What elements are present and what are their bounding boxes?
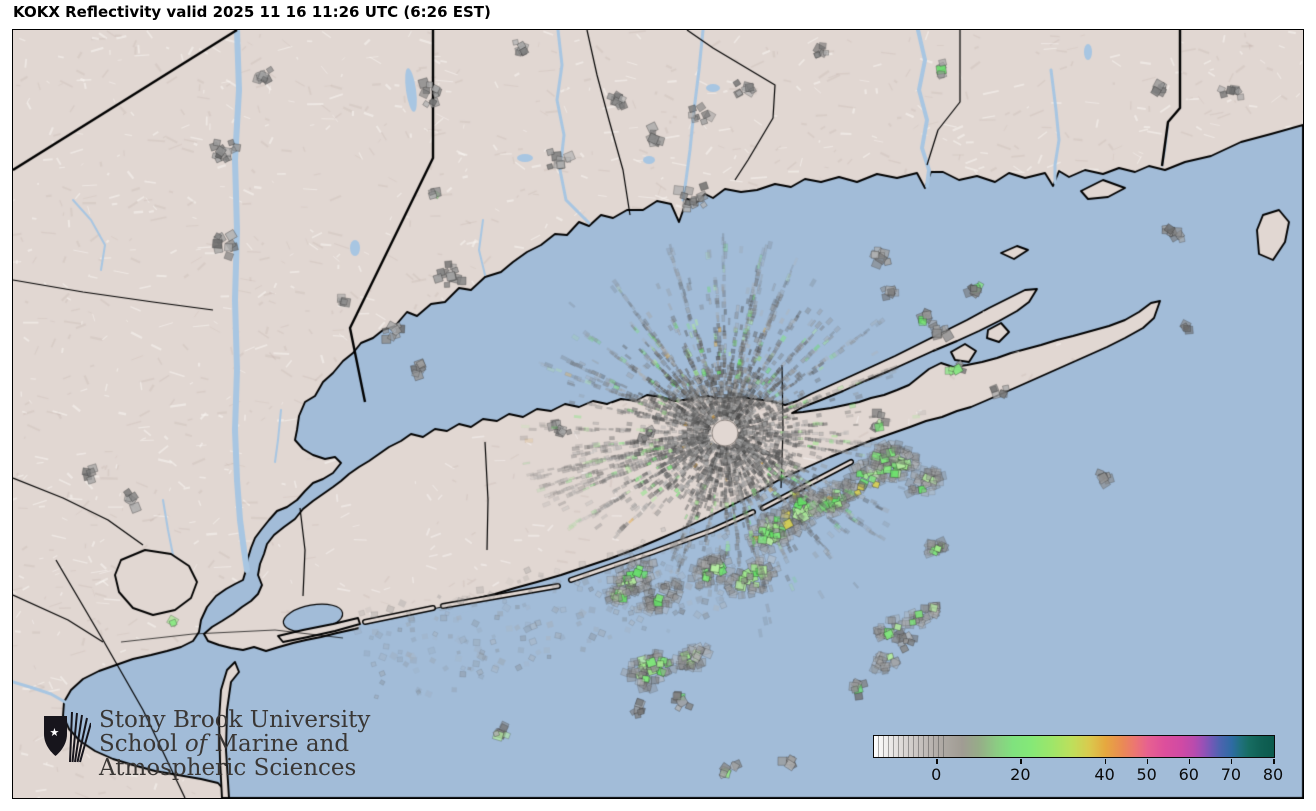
- attribution-line-2: School of Marine and: [99, 731, 350, 757]
- radar-map: 0 20 40 50 60 70 80 ★ Stony Brook University S…: [12, 29, 1304, 799]
- colorbar-tick: [1273, 759, 1275, 764]
- attribution-line-1: Stony Brook University: [99, 707, 371, 733]
- colorbar-tick: [1104, 759, 1107, 764]
- colorbar-tick: [1020, 759, 1022, 764]
- colorbar-tick: [1146, 759, 1149, 764]
- attribution-line-3: Atmospheric Sciences: [99, 755, 357, 781]
- colorbar-tick-label: 80: [1262, 765, 1284, 784]
- colorbar-tick: [936, 759, 938, 764]
- svg-text:★: ★: [50, 726, 60, 739]
- page-title: KOKX Reflectivity valid 2025 11 16 11:26…: [13, 3, 491, 21]
- colorbar-tick-label: 40: [1094, 765, 1115, 784]
- colorbar-tick: [1230, 759, 1233, 764]
- reflectivity-colorbar: 0 20 40 50 60 70 80: [873, 735, 1283, 795]
- attribution-text: Stony Brook University School of Marine …: [99, 708, 370, 780]
- colorbar-tick-label: 70: [1220, 765, 1242, 784]
- colorbar-tick-label: 20: [1010, 765, 1031, 784]
- colorbar-tick-label: 60: [1178, 765, 1199, 784]
- radar-map-canvas: [13, 30, 1303, 798]
- colorbar-gradient: [873, 735, 1275, 758]
- colorbar-tick-label: 0: [931, 765, 942, 784]
- attribution: ★ Stony Brook University School of Marin…: [41, 708, 370, 780]
- colorbar-tick-label: 50: [1136, 765, 1157, 784]
- colorbar-discrete-stripes: [874, 736, 946, 757]
- stony-brook-shield-logo: ★: [44, 712, 91, 763]
- colorbar-tick: [1188, 759, 1191, 764]
